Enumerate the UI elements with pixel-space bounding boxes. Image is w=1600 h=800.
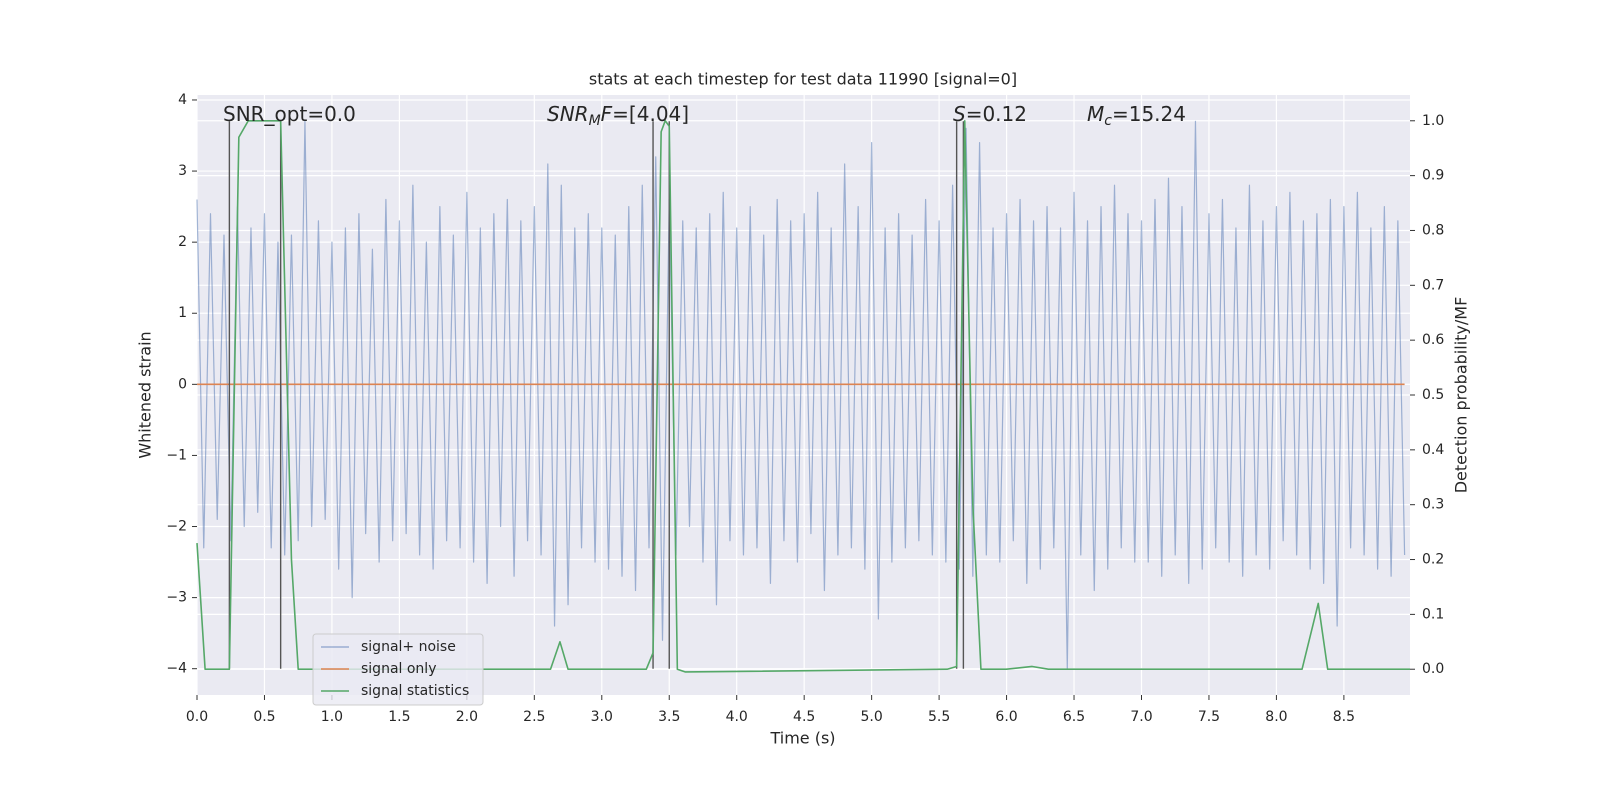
annotation-part: F (601, 102, 613, 126)
y-tick-label: 3 (178, 163, 187, 179)
annotation-part: c (1104, 113, 1112, 129)
x-tick-label: 3.0 (591, 709, 613, 725)
chart-title: stats at each timestep for test data 119… (589, 70, 1017, 89)
x-tick-label: 0.0 (186, 709, 208, 725)
annotation-part: SNR_opt=0.0 (223, 102, 356, 126)
annotation: Mc=15.24 (1087, 102, 1186, 129)
x-tick-label: 7.5 (1198, 709, 1220, 725)
x-tick-label: 3.5 (658, 709, 680, 725)
y-axis-label: Whitened strain (136, 331, 155, 458)
x-tick-label: 6.5 (1063, 709, 1085, 725)
annotation: SNRMF=[4.04] (547, 102, 689, 129)
y2-tick-label: 0.1 (1422, 606, 1444, 622)
x-tick-label: 1.5 (388, 709, 410, 725)
y-tick-label: 1 (178, 305, 187, 321)
y2-tick-label: 0.3 (1422, 497, 1444, 513)
annotation-part: =[4.04] (612, 102, 689, 126)
y-tick-label: 2 (178, 234, 187, 250)
legend-box (312, 633, 484, 706)
x-tick-label: 4.0 (726, 709, 748, 725)
y2-tick-label: 0.7 (1422, 277, 1444, 293)
y-tick-label: −1 (166, 447, 187, 463)
annotation-part: =0.12 (966, 102, 1027, 126)
x-tick-label: 5.0 (861, 709, 883, 725)
annotation: SNR_opt=0.0 (223, 102, 356, 126)
x-tick-label: 2.0 (456, 709, 478, 725)
y-tick-label: 0 (178, 376, 187, 392)
y2-tick-label: 0.2 (1422, 552, 1444, 568)
x-tick-label: 2.5 (523, 709, 545, 725)
y2-tick-label: 1.0 (1422, 113, 1444, 129)
annotation-part: M (1087, 102, 1104, 126)
x-tick-label: 6.0 (995, 709, 1017, 725)
series-line (196, 119, 1410, 673)
y-tick-label: −3 (166, 590, 187, 606)
y-tick-label: −2 (166, 519, 187, 535)
legend-label: signal statistics (361, 683, 469, 699)
x-tick-label: 7.0 (1130, 709, 1152, 725)
series-line (196, 120, 1406, 670)
legend-label: signal+ noise (361, 639, 456, 655)
x-tick-label: 4.5 (793, 709, 815, 725)
y2-axis-label: Detection probability/MF (1452, 297, 1471, 494)
y-tick-label: 4 (178, 92, 187, 108)
y2-tick-label: 0.8 (1422, 222, 1444, 238)
y2-tick-label: 0.0 (1422, 661, 1444, 677)
annotation-part: =15.24 (1112, 102, 1186, 126)
annotation-part: S (953, 102, 966, 126)
annotation-part: SNR (547, 102, 589, 126)
x-axis-label: Time (s) (769, 729, 835, 748)
y2-tick-label: 0.5 (1422, 387, 1444, 403)
x-tick-label: 5.5 (928, 709, 950, 725)
x-tick-label: 8.5 (1333, 709, 1355, 725)
legend-label: signal only (361, 661, 436, 677)
annotation-part: M (589, 113, 601, 129)
annotation: S=0.12 (953, 102, 1027, 126)
x-tick-label: 0.5 (253, 709, 275, 725)
x-tick-label: 1.0 (321, 709, 343, 725)
y2-tick-label: 0.6 (1422, 332, 1444, 348)
x-tick-label: 8.0 (1265, 709, 1287, 725)
y-tick-label: −4 (166, 661, 187, 677)
y2-tick-label: 0.9 (1422, 168, 1444, 184)
y2-tick-label: 0.4 (1422, 442, 1444, 458)
